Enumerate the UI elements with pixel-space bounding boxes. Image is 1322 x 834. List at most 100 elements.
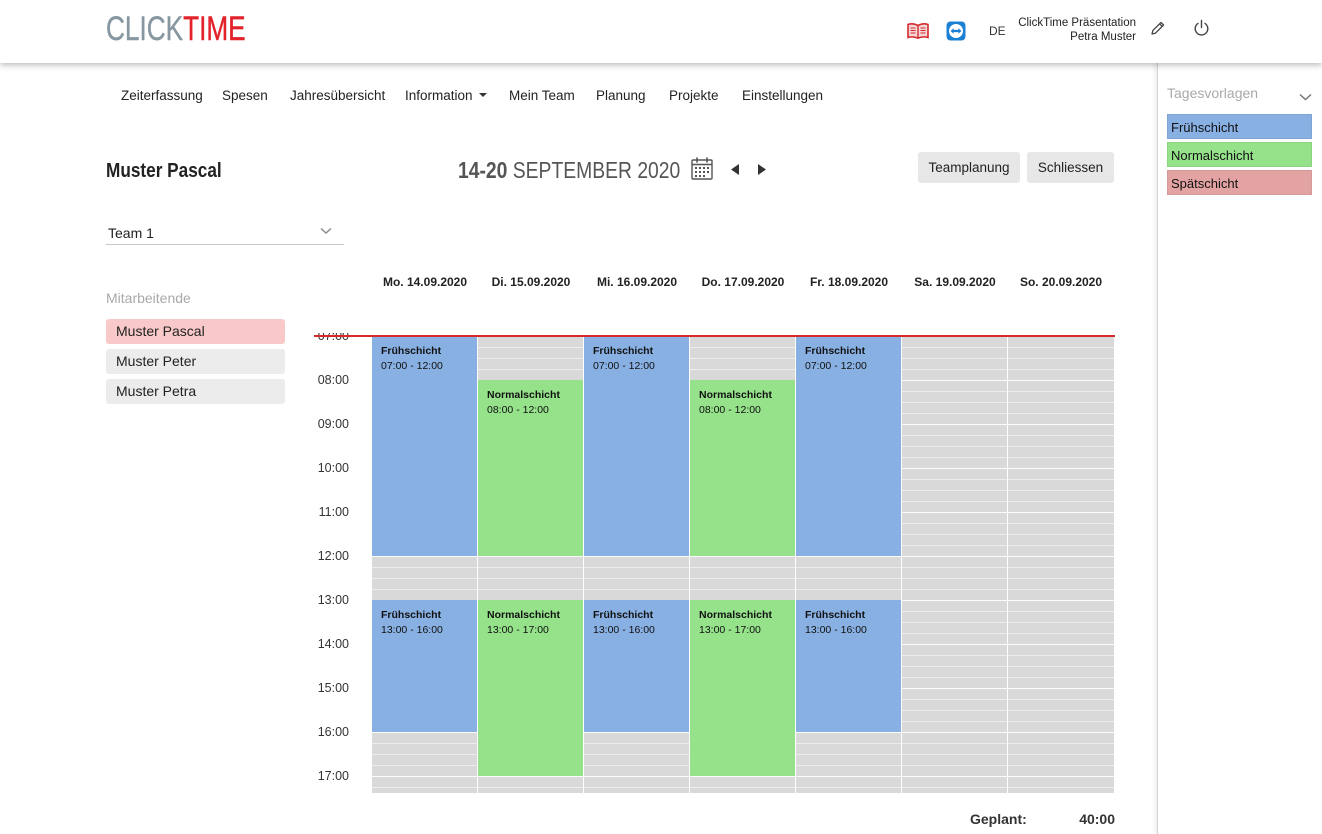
employee-item[interactable]: Muster Petra: [106, 379, 285, 404]
week-title: 14-20 SEPTEMBER 2020: [458, 156, 680, 184]
shift-block[interactable]: Normalschicht 08:00 - 12:00: [690, 380, 795, 556]
shift-name: Frühschicht: [593, 345, 654, 357]
shift-time-separator: -: [407, 624, 417, 636]
shift-end: 12:00: [416, 360, 443, 372]
time-label: 17:00: [317, 769, 349, 783]
shift-start: 07:00: [805, 360, 832, 372]
shift-end: 16:00: [416, 624, 443, 636]
chevron-down-icon[interactable]: [1299, 89, 1312, 104]
day-column[interactable]: Frühschicht 07:00 - 12:00 Frühschicht 13:00…: [796, 336, 901, 793]
calendar-icon[interactable]: [691, 157, 713, 183]
shift-start: 07:00: [381, 360, 408, 372]
shift-start: 08:00: [699, 404, 726, 416]
shift-end: 12:00: [522, 404, 549, 416]
nav-item-spesen[interactable]: Spesen: [222, 88, 268, 103]
shift-time-separator: -: [831, 624, 841, 636]
shift-end: 12:00: [840, 360, 867, 372]
employee-item[interactable]: Muster Peter: [106, 349, 285, 374]
templates-heading: Tagesvorlagen: [1167, 85, 1259, 101]
planned-value: 40:00: [1079, 811, 1115, 827]
template-normalschicht[interactable]: Normalschicht: [1167, 142, 1312, 167]
shift-end: 16:00: [628, 624, 655, 636]
shift-time: 13:00 - 16:00: [593, 623, 680, 638]
shift-block[interactable]: Normalschicht 13:00 - 17:00: [478, 600, 583, 776]
shift-block[interactable]: Frühschicht 07:00 - 12:00: [372, 336, 477, 556]
day-column[interactable]: Normalschicht 08:00 - 12:00 Normalschicht 1…: [690, 336, 795, 793]
employee-item[interactable]: Muster Pascal: [106, 319, 285, 344]
shift-time-separator: -: [513, 404, 523, 416]
day-header: Di. 15.09.2020: [491, 275, 571, 289]
teamplanung-button[interactable]: Teamplanung: [918, 152, 1020, 183]
shift-start: 13:00: [487, 624, 514, 636]
nav-item-jahresuebersicht[interactable]: Jahresübersicht: [290, 88, 386, 103]
day-column[interactable]: Normalschicht 08:00 - 12:00 Normalschicht 1…: [478, 336, 583, 793]
day-header: Fr. 18.09.2020: [809, 275, 889, 289]
company-name: ClickTime Präsentation: [1018, 17, 1136, 29]
teamviewer-icon[interactable]: [946, 21, 966, 44]
day-column[interactable]: Frühschicht 07:00 - 12:00 Frühschicht 13:00…: [584, 336, 689, 793]
shift-time-separator: -: [619, 360, 629, 372]
shift-time: 13:00 - 17:00: [487, 623, 574, 638]
caret-down-icon: [478, 93, 487, 98]
shift-name: Frühschicht: [381, 609, 442, 621]
shift-start: 13:00: [805, 624, 832, 636]
nav-item-einstellungen[interactable]: Einstellungen: [742, 88, 824, 103]
shift-end: 17:00: [734, 624, 761, 636]
shift-start: 13:00: [699, 624, 726, 636]
shift-start: 07:00: [593, 360, 620, 372]
nav-item-mein-team[interactable]: Mein Team: [509, 88, 575, 103]
team-select[interactable]: Team 1: [106, 222, 344, 245]
shift-time-separator: -: [725, 624, 735, 636]
day-column[interactable]: Frühschicht 07:00 - 12:00 Frühschicht 13:00…: [372, 336, 477, 793]
shift-block[interactable]: Normalschicht 13:00 - 17:00: [690, 600, 795, 776]
user-name: Petra Muster: [1070, 31, 1136, 43]
template-spaetschicht[interactable]: Spätschicht: [1167, 170, 1312, 195]
template-fruehschicht[interactable]: Frühschicht: [1167, 114, 1312, 139]
shift-time: 13:00 - 16:00: [381, 623, 468, 638]
nav-item-information-label: Information: [405, 88, 473, 103]
shift-block[interactable]: Frühschicht 13:00 - 16:00: [584, 600, 689, 732]
nav-item-projekte[interactable]: Projekte: [669, 88, 719, 103]
logo-part-click: CLICK: [106, 10, 184, 48]
shift-block[interactable]: Frühschicht 13:00 - 16:00: [796, 600, 901, 732]
page-title: Muster Pascal: [106, 160, 222, 182]
book-icon[interactable]: [907, 23, 929, 42]
time-label: 12:00: [317, 549, 349, 563]
clicktime-logo[interactable]: CLICKTIME: [106, 12, 246, 46]
time-axis: 07:00 08:00 09:00 10:00 11:00 12:00 13:00 14:00…: [300, 333, 349, 799]
shift-time: 07:00 - 12:00: [805, 359, 892, 374]
shift-block[interactable]: Normalschicht 08:00 - 12:00: [478, 380, 583, 556]
shift-time: 13:00 - 16:00: [805, 623, 892, 638]
employees-heading: Mitarbeitende: [106, 290, 191, 306]
nav-item-zeiterfassung[interactable]: Zeiterfassung: [121, 88, 203, 103]
language-switcher[interactable]: DE: [989, 24, 1006, 38]
day-column[interactable]: [902, 336, 1007, 793]
shift-block[interactable]: Frühschicht 07:00 - 12:00: [796, 336, 901, 556]
shift-time: 07:00 - 12:00: [593, 359, 680, 374]
shift-name: Frühschicht: [381, 345, 442, 357]
shift-time: 13:00 - 17:00: [699, 623, 786, 638]
shift-end: 17:00: [522, 624, 549, 636]
shift-time-separator: -: [831, 360, 841, 372]
time-label: 15:00: [317, 681, 349, 695]
pencil-icon[interactable]: [1150, 20, 1166, 39]
shift-name: Normalschicht: [699, 609, 772, 621]
arrow-right-icon[interactable]: [757, 163, 768, 179]
nav-item-information[interactable]: Information: [405, 88, 487, 104]
shift-name: Normalschicht: [699, 389, 772, 401]
shift-block[interactable]: Frühschicht 07:00 - 12:00: [584, 336, 689, 556]
time-label: 14:00: [317, 637, 349, 651]
time-label: 09:00: [317, 417, 349, 431]
arrow-left-icon[interactable]: [729, 163, 740, 179]
top-bar: CLICKTIME DE ClickTime Präsentation Petr…: [0, 0, 1322, 63]
schliessen-button[interactable]: Schliessen: [1027, 152, 1114, 183]
time-label: 16:00: [317, 725, 349, 739]
power-icon[interactable]: [1193, 19, 1210, 40]
shift-block[interactable]: Frühschicht 13:00 - 16:00: [372, 600, 477, 732]
shift-name: Frühschicht: [593, 609, 654, 621]
day-column[interactable]: [1008, 336, 1114, 793]
nav-item-planung[interactable]: Planung: [596, 88, 646, 103]
time-label: 08:00: [317, 373, 349, 387]
time-label: 13:00: [317, 593, 349, 607]
shift-time-separator: -: [619, 624, 629, 636]
